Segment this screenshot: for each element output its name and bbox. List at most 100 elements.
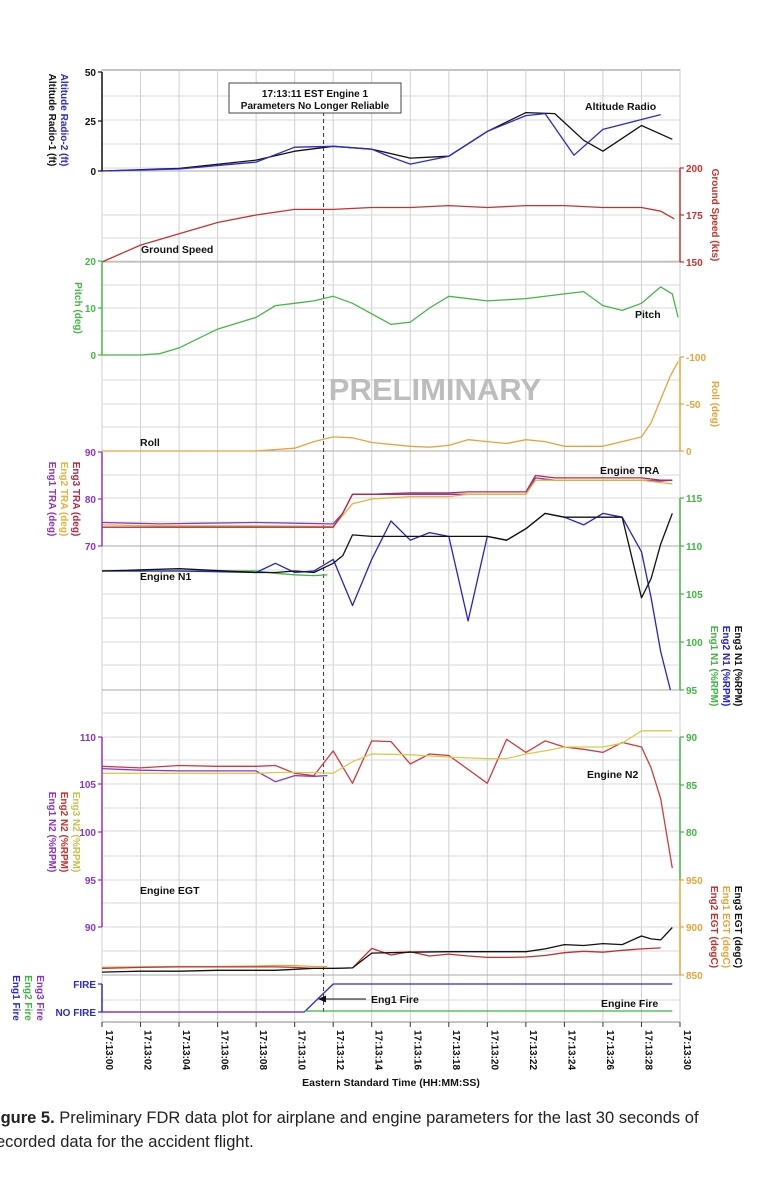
roll-tick-2: -100 xyxy=(686,353,706,364)
egt-axis-label-1: Eng3 EGT (degC) xyxy=(732,886,743,968)
n2-right-tick-1: 85 xyxy=(686,781,698,792)
x-tick-label: 17:13:10 xyxy=(296,1030,307,1070)
x-tick-label: 17:13:02 xyxy=(142,1030,153,1070)
alt-axis-label-2: Altitude Radio-2 (ft) xyxy=(58,74,69,167)
x-tick-label: 17:13:18 xyxy=(450,1030,461,1070)
roll-tick-1: -50 xyxy=(686,400,701,411)
egt-tick-1: 900 xyxy=(686,923,703,934)
label-engine-fire: Engine Fire xyxy=(601,998,658,1010)
label-engine-n2: Engine N2 xyxy=(587,769,639,781)
label-ground-speed: Ground Speed xyxy=(141,244,213,256)
alt-axis-label-1: Altitude Radio-1 (ft) xyxy=(46,74,57,167)
n1-axis-label-1: Eng3 N1 (%RPM) xyxy=(732,626,743,707)
n1-tick-1: 100 xyxy=(686,638,703,649)
alt-tick-2: 50 xyxy=(85,68,97,79)
label-engine-n1: Engine N1 xyxy=(140,571,192,583)
n2-left-tick-4: 110 xyxy=(80,733,97,744)
pitch-tick-0: 0 xyxy=(90,351,96,362)
eng1-fire-arrow-head xyxy=(318,995,326,1003)
gs-axis-label: Ground Speed (kts) xyxy=(709,169,720,262)
fire-axis-label-1: Eng1 Fire xyxy=(10,975,21,1021)
fire-axis-label-2: Eng2 Fire xyxy=(22,975,33,1021)
x-tick-label: 17:13:22 xyxy=(527,1030,538,1070)
series-ground-speed xyxy=(101,204,675,263)
caption-line-1: igure 5. Preliminary FDR data plot for a… xyxy=(0,1106,784,1130)
pitch-axis-label: Pitch (deg) xyxy=(72,282,83,334)
label-engine-egt: Engine EGT xyxy=(140,885,200,897)
gs-tick-2: 200 xyxy=(686,164,703,175)
series-altitude-radio-2 xyxy=(101,112,661,172)
x-tick-label: 17:13:30 xyxy=(681,1030,692,1070)
roll-axis-label: Roll (deg) xyxy=(709,381,720,427)
pitch-tick-2: 20 xyxy=(85,257,97,268)
event-annotation-line-1: 17:13:11 EST Engine 1 xyxy=(262,89,369,100)
label-engine-tra: Engine TRA xyxy=(600,465,660,477)
caption-label: igure 5. xyxy=(0,1109,55,1127)
n1-tick-3: 110 xyxy=(686,542,703,553)
series-eng3-n2 xyxy=(102,730,673,774)
series-eng2-n2 xyxy=(101,738,673,869)
caption-line-2: ecorded data for the accident flight. xyxy=(0,1133,254,1151)
alt-tick-0: 0 xyxy=(90,167,96,178)
event-annotation-line-2: Parameters No Longer Reliable xyxy=(241,101,390,112)
label-pitch: Pitch xyxy=(635,309,661,321)
tra-tick-1: 80 xyxy=(85,495,97,506)
n1-axis-label-3: Eng1 N1 (%RPM) xyxy=(708,626,719,707)
x-tick-label: 17:13:00 xyxy=(103,1030,114,1070)
series-eng3-egt xyxy=(101,927,673,973)
series-eng1-n2 xyxy=(101,767,328,783)
fire-tick-no-fire: NO FIRE xyxy=(55,1008,96,1019)
egt-tick-0: 850 xyxy=(686,971,703,982)
egt-tick-2: 950 xyxy=(686,876,703,887)
x-tick-label: 17:13:28 xyxy=(642,1030,653,1070)
n2-left-tick-0: 90 xyxy=(85,923,97,934)
tra-axis-label-2: Eng2 TRA (deg) xyxy=(58,462,69,537)
series-eng2-egt xyxy=(101,947,661,970)
series-eng2-tra xyxy=(101,479,673,527)
n1-tick-2: 105 xyxy=(686,590,703,601)
x-tick-label: 17:13:20 xyxy=(488,1030,499,1070)
x-tick-label: 17:13:16 xyxy=(411,1030,422,1070)
x-tick-label: 17:13:14 xyxy=(373,1030,384,1070)
tra-axis-label-1: Eng1 TRA (deg) xyxy=(46,462,57,537)
series-eng3-tra xyxy=(102,474,673,528)
x-tick-label: 17:13:24 xyxy=(565,1030,576,1070)
x-tick-label: 17:13:06 xyxy=(219,1030,230,1070)
fire-axis-label-3: Eng3 Fire xyxy=(34,975,45,1021)
tra-tick-0: 70 xyxy=(85,542,97,553)
egt-axis-label-3: Eng2 EGT (degC) xyxy=(708,886,719,968)
series-eng3-n1 xyxy=(101,512,673,599)
n2-right-tick-0: 80 xyxy=(686,828,698,839)
n1-tick-4: 115 xyxy=(686,494,703,505)
figure-caption: igure 5. Preliminary FDR data plot for a… xyxy=(0,1106,784,1154)
n1-axis-label-2: Eng2 N1 (%RPM) xyxy=(720,626,731,707)
caption-text-1: Preliminary FDR data plot for airplane a… xyxy=(54,1109,699,1127)
n2-left-tick-1: 95 xyxy=(85,876,97,887)
alt-tick-1: 25 xyxy=(85,117,97,128)
tra-axis-label-3: Eng3 TRA (deg) xyxy=(70,462,81,537)
label-roll: Roll xyxy=(140,437,160,449)
roll-tick-0: 0 xyxy=(686,447,692,458)
fdr-chart: PRELIMINARY 17:13:11 EST Engine 1Paramete… xyxy=(10,68,743,1089)
series-roll xyxy=(102,361,679,452)
series-pitch xyxy=(102,286,679,356)
x-tick-label: 17:13:26 xyxy=(604,1030,615,1070)
x-axis-title: Eastern Standard Time (HH:MM:SS) xyxy=(302,1077,480,1089)
x-tick-label: 17:13:12 xyxy=(334,1030,345,1070)
label-altitude-radio: Altitude Radio xyxy=(585,101,656,113)
gs-tick-1: 175 xyxy=(686,211,703,222)
n1-tick-0: 95 xyxy=(686,686,698,697)
event-annotation-box xyxy=(228,82,402,114)
gs-tick-0: 150 xyxy=(686,258,703,269)
n2-axis-label-3: Eng3 N2 (%RPM) xyxy=(70,792,81,873)
n2-axis-label-2: Eng2 N2 (%RPM) xyxy=(58,792,69,873)
egt-axis-label-2: Eng1 EGT (degC) xyxy=(720,886,731,968)
fire-tick-fire: FIRE xyxy=(73,980,96,991)
label-eng1-fire: Eng1 Fire xyxy=(371,994,419,1006)
n2-right-tick-2: 90 xyxy=(686,733,698,744)
n2-axis-label-1: Eng1 N2 (%RPM) xyxy=(46,792,57,873)
tra-tick-2: 90 xyxy=(85,448,97,459)
n2-left-tick-3: 105 xyxy=(79,780,96,791)
n2-left-tick-2: 100 xyxy=(79,828,96,839)
pitch-tick-1: 10 xyxy=(85,304,97,315)
